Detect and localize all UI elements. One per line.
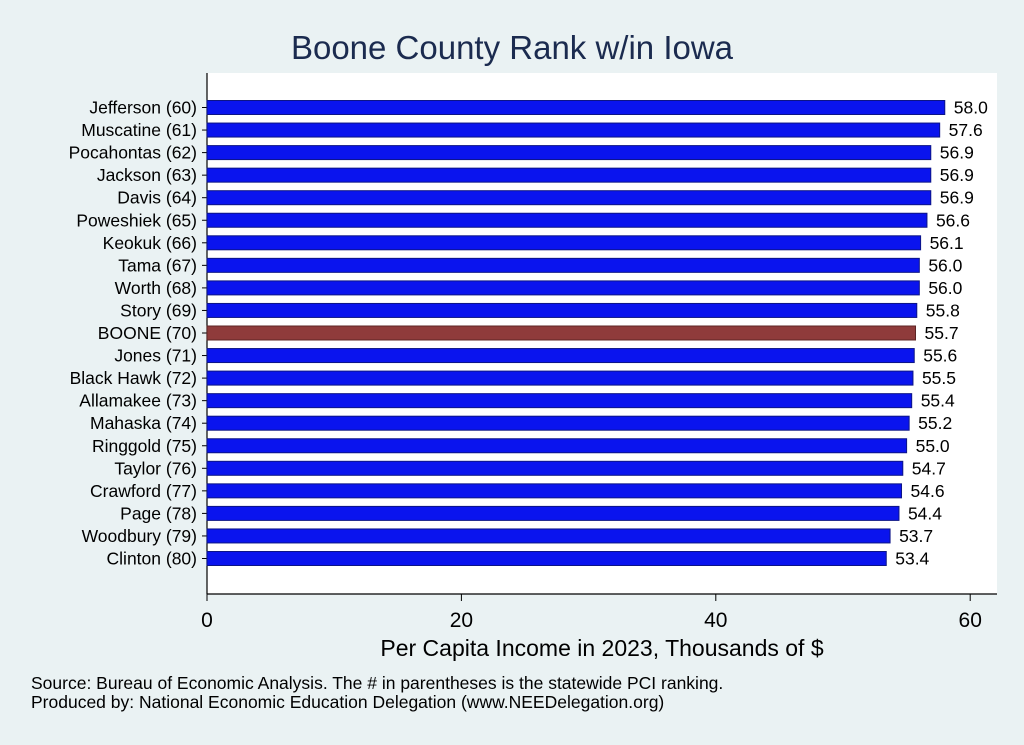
category-label: Jackson (63)	[97, 165, 197, 185]
category-label: Mahaska (74)	[90, 413, 197, 433]
category-label: Pocahontas (62)	[69, 143, 197, 163]
value-label: 55.6	[923, 346, 957, 366]
category-label: Worth (68)	[115, 278, 197, 298]
value-label: 56.9	[940, 165, 974, 185]
category-label: Muscatine (61)	[81, 120, 197, 140]
category-label: Keokuk (66)	[103, 233, 197, 253]
x-tick-label: 60	[959, 609, 982, 632]
bar	[206, 505, 900, 521]
x-tick-label: 40	[704, 609, 727, 632]
bar	[206, 438, 908, 454]
bar	[206, 100, 946, 115]
value-label: 55.8	[926, 300, 960, 320]
bar	[206, 302, 918, 318]
category-label: Jefferson (60)	[89, 98, 197, 118]
bar	[206, 167, 932, 183]
category-label: Woodbury (79)	[82, 526, 197, 546]
bar	[206, 235, 922, 251]
value-label: 53.7	[899, 526, 933, 546]
bar	[206, 145, 932, 161]
value-label: 58.0	[954, 98, 988, 118]
producer-note: Produced by: National Economic Education…	[31, 692, 665, 712]
category-label: Page (78)	[120, 503, 197, 523]
category-label: Jones (71)	[114, 346, 197, 366]
bar	[206, 483, 903, 499]
value-label: 55.2	[918, 413, 952, 433]
bar	[206, 370, 914, 386]
x-ticks-group: 0 20 40 60	[201, 594, 982, 632]
x-tick-label: 20	[450, 609, 473, 632]
value-label: 56.0	[928, 255, 962, 275]
bar	[206, 257, 920, 273]
category-label: Taylor (76)	[114, 458, 197, 478]
highlight-bar	[206, 325, 917, 341]
value-label: 55.5	[922, 368, 956, 388]
value-label: 54.7	[912, 458, 946, 478]
bar	[206, 212, 928, 228]
chart-title: Boone County Rank w/in Iowa	[291, 29, 734, 66]
value-label: 55.4	[921, 391, 955, 411]
category-label: BOONE (70)	[98, 323, 197, 343]
bar	[206, 122, 941, 138]
value-label: 57.6	[949, 120, 983, 140]
category-label: Black Hawk (72)	[70, 368, 197, 388]
bar	[206, 415, 910, 431]
bar	[206, 528, 891, 544]
value-label: 56.9	[940, 143, 974, 163]
bars-group: Jefferson (60) 58.0 Muscatine (61) 57.6 Poca…	[69, 98, 989, 569]
category-label: Davis (64)	[117, 188, 197, 208]
bar	[206, 280, 920, 296]
bar	[206, 393, 913, 409]
category-label: Crawford (77)	[90, 481, 197, 501]
value-label: 55.7	[925, 323, 959, 343]
category-label: Ringgold (75)	[92, 436, 197, 456]
bar	[206, 348, 915, 364]
value-label: 54.6	[911, 481, 945, 501]
x-tick-label: 0	[201, 609, 213, 632]
category-label: Story (69)	[120, 300, 197, 320]
category-label: Tama (67)	[118, 255, 197, 275]
category-label: Poweshiek (65)	[76, 210, 197, 230]
value-label: 53.4	[895, 549, 929, 569]
value-label: 54.4	[908, 503, 942, 523]
value-label: 56.1	[930, 233, 964, 253]
bar	[206, 190, 932, 206]
category-label: Clinton (80)	[107, 549, 197, 569]
x-axis-label: Per Capita Income in 2023, Thousands of …	[380, 635, 823, 661]
value-label: 56.0	[928, 278, 962, 298]
source-note: Source: Bureau of Economic Analysis. The…	[31, 673, 724, 693]
bar	[206, 551, 887, 566]
value-label: 55.0	[916, 436, 950, 456]
value-label: 56.9	[940, 188, 974, 208]
category-label: Allamakee (73)	[79, 391, 197, 411]
value-label: 56.6	[936, 210, 970, 230]
bar	[206, 460, 904, 476]
